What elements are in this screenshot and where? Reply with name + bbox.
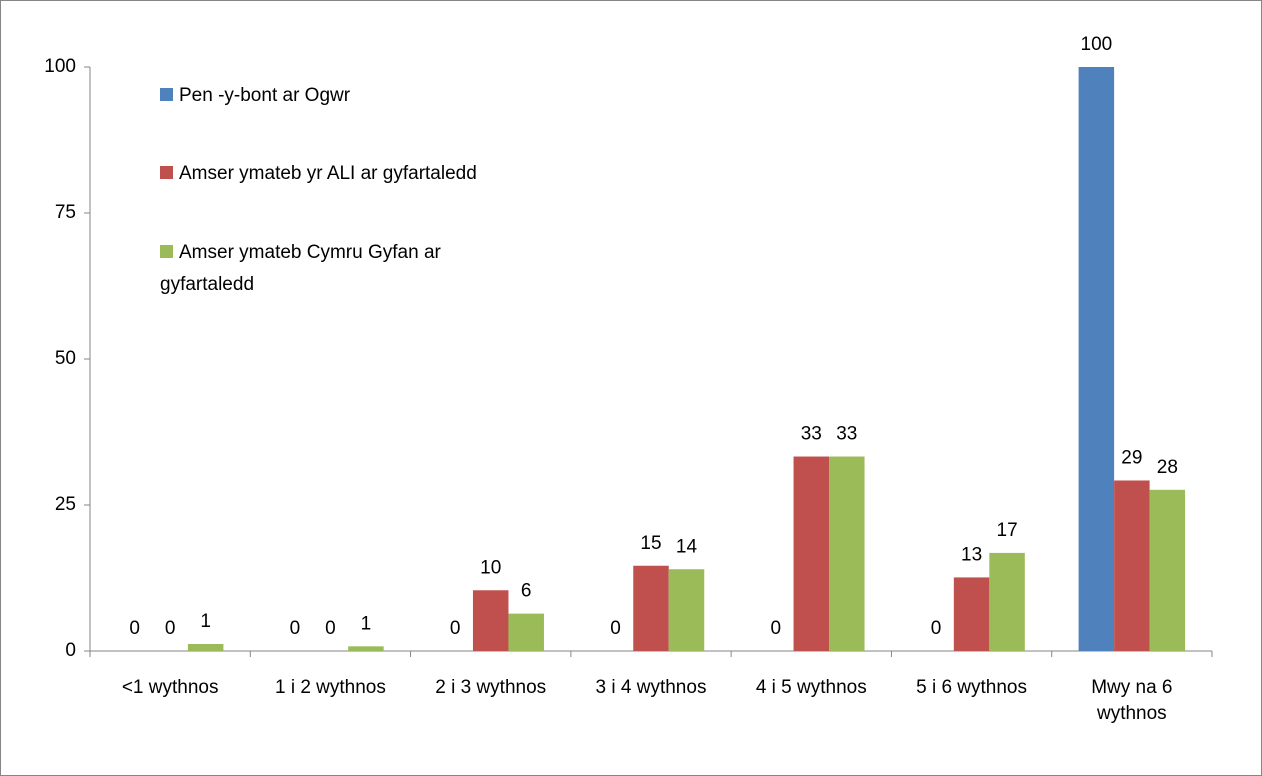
data-label: 1 bbox=[361, 613, 372, 634]
data-label: 0 bbox=[610, 618, 621, 639]
y-tick-label: 100 bbox=[44, 56, 76, 77]
legend-label: Amser ymateb yr ALI ar gyfartaledd bbox=[179, 163, 477, 184]
x-tick-label: 5 i 6 wythnos bbox=[916, 677, 1028, 698]
data-label: 0 bbox=[290, 618, 301, 639]
legend-label: Pen -y-bont ar Ogwr bbox=[179, 85, 351, 106]
legend-swatch bbox=[160, 245, 173, 258]
bar bbox=[829, 456, 865, 651]
legend-label: Amser ymateb Cymru Gyfan ar gyfartaledd bbox=[160, 242, 441, 295]
y-tick-label: 50 bbox=[55, 348, 76, 369]
bar bbox=[989, 552, 1025, 651]
data-label: 33 bbox=[801, 424, 822, 445]
bar bbox=[472, 590, 509, 651]
data-label: 14 bbox=[676, 536, 698, 557]
data-label: 28 bbox=[1157, 457, 1178, 478]
bar bbox=[793, 456, 830, 651]
data-label: 15 bbox=[640, 533, 661, 554]
bar bbox=[508, 613, 544, 651]
data-label: 0 bbox=[129, 618, 140, 639]
bar bbox=[348, 646, 384, 651]
x-tick-label: 3 i 4 wythnos bbox=[595, 677, 707, 698]
bar bbox=[668, 569, 705, 651]
bar bbox=[953, 577, 990, 651]
x-tick-label: Mwy na 6 wythnos bbox=[1091, 677, 1173, 724]
x-tick-label: 2 i 3 wythnos bbox=[435, 677, 547, 698]
x-tick-label: 4 i 5 wythnos bbox=[755, 677, 867, 698]
data-label: 33 bbox=[836, 424, 857, 445]
data-label: 100 bbox=[1081, 34, 1113, 55]
data-label: 13 bbox=[961, 544, 982, 565]
x-tick-label: <1 wythnos bbox=[121, 677, 219, 698]
data-label: 0 bbox=[450, 618, 461, 639]
x-tick-label: 1 i 2 wythnos bbox=[274, 677, 386, 698]
y-tick-label: 75 bbox=[55, 202, 76, 223]
bar bbox=[1149, 489, 1186, 651]
bar bbox=[187, 643, 224, 651]
legend-item: Amser ymateb yr ALI ar gyfartaledd bbox=[160, 158, 540, 190]
legend-swatch bbox=[160, 88, 173, 101]
data-label: 6 bbox=[521, 581, 532, 602]
y-tick-label: 25 bbox=[55, 494, 76, 515]
data-label: 10 bbox=[480, 557, 501, 578]
legend-item: Amser ymateb Cymru Gyfan ar gyfartaledd bbox=[160, 237, 540, 301]
data-label: 0 bbox=[770, 618, 781, 639]
data-label: 0 bbox=[165, 618, 176, 639]
data-label: 1 bbox=[200, 611, 211, 632]
bar bbox=[1114, 480, 1150, 651]
y-tick-label: 0 bbox=[65, 640, 76, 661]
bar bbox=[1078, 67, 1115, 651]
data-label: 0 bbox=[931, 618, 942, 639]
data-label: 17 bbox=[997, 520, 1018, 541]
legend-item: Pen -y-bont ar Ogwr bbox=[160, 80, 540, 112]
bar bbox=[633, 565, 669, 651]
legend-swatch bbox=[160, 166, 173, 179]
data-label: 29 bbox=[1121, 447, 1142, 468]
data-label: 0 bbox=[325, 618, 336, 639]
